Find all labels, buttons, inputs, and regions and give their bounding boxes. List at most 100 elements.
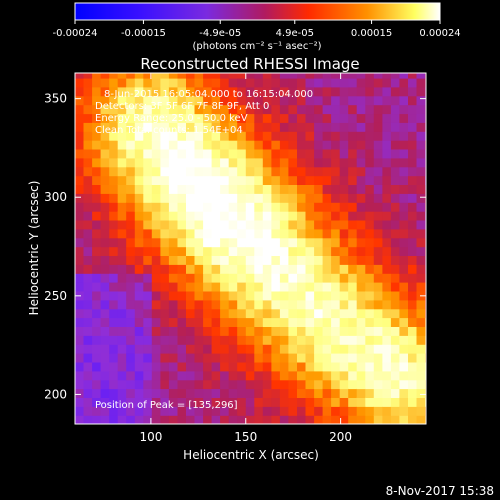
- heatmap-cell: [177, 219, 187, 230]
- colorbar-tick-label: -4.9e-05: [199, 28, 241, 39]
- heatmap-cell: [186, 379, 196, 390]
- heatmap-cell: [160, 95, 170, 106]
- heatmap-cell: [373, 273, 383, 283]
- heatmap-cell: [168, 290, 178, 301]
- heatmap-cell: [416, 211, 426, 221]
- heatmap-cell: [373, 148, 383, 159]
- heatmap-cell: [339, 361, 349, 372]
- heatmap-cell: [365, 73, 375, 79]
- heatmap-cell: [220, 326, 230, 336]
- heatmap-cell: [160, 140, 170, 150]
- heatmap-cell: [373, 299, 383, 310]
- heatmap-cell: [382, 246, 392, 256]
- heatmap-cell: [382, 166, 392, 177]
- heatmap-cell: [126, 175, 136, 185]
- heatmap-cell: [416, 264, 426, 274]
- heatmap-cell: [186, 140, 196, 150]
- heatmap-cell: [109, 273, 119, 283]
- heatmap-cell: [126, 290, 136, 301]
- heatmap-cell: [177, 264, 187, 274]
- heatmap-cell: [92, 122, 102, 132]
- colorbar-units-label: (photons cm⁻² s⁻¹ asec⁻²): [192, 41, 321, 52]
- heatmap-cell: [134, 282, 144, 292]
- heatmap-cell: [126, 361, 136, 372]
- heatmap-cell: [143, 148, 153, 159]
- heatmap-cell: [186, 255, 196, 265]
- heatmap-cell: [356, 148, 366, 159]
- heatmap-cell: [168, 131, 178, 141]
- heatmap-cell: [288, 397, 298, 407]
- heatmap-cell: [186, 202, 196, 212]
- heatmap-cell: [134, 290, 144, 301]
- heatmap-cell: [390, 113, 400, 123]
- heatmap-cell: [194, 122, 204, 132]
- heatmap-cell: [117, 361, 127, 372]
- heatmap-cell: [416, 299, 426, 310]
- heatmap-cell: [228, 157, 238, 168]
- heatmap-cell: [228, 388, 238, 398]
- heatmap-cell: [168, 77, 178, 88]
- heatmap-cell: [92, 308, 102, 319]
- heatmap-cell: [134, 237, 144, 248]
- heatmap-cell: [373, 228, 383, 239]
- heatmap-cell: [262, 193, 272, 203]
- heatmap-cell: [416, 344, 426, 354]
- heatmap-cell: [109, 104, 119, 115]
- heatmap-cell: [331, 77, 341, 88]
- heatmap-cell: [399, 290, 409, 301]
- heatmap-cell: [339, 193, 349, 203]
- heatmap-cell: [100, 397, 110, 407]
- heatmap-cell: [339, 140, 349, 150]
- heatmap-cell: [220, 299, 230, 310]
- heatmap-cell: [331, 282, 341, 292]
- heatmap-cell: [245, 361, 255, 372]
- heatmap-cell: [373, 317, 383, 327]
- heatmap-cell: [390, 122, 400, 132]
- heatmap-cell: [75, 388, 85, 398]
- heatmap-cell: [186, 237, 196, 248]
- heatmap-cell: [186, 415, 196, 424]
- heatmap-cell: [348, 148, 358, 159]
- heatmap-cell: [211, 140, 221, 150]
- heatmap-cell: [399, 335, 409, 345]
- heatmap-cell: [160, 397, 170, 407]
- heatmap-cell: [288, 379, 298, 390]
- heatmap-cell: [305, 148, 315, 159]
- heatmap-cell: [382, 157, 392, 168]
- heatmap-cell: [288, 86, 298, 97]
- heatmap-cell: [109, 166, 119, 177]
- heatmap-cell: [322, 95, 332, 106]
- heatmap-cell: [331, 95, 341, 106]
- heatmap-cell: [399, 202, 409, 212]
- heatmap-cell: [416, 166, 426, 177]
- heatmap-cell: [314, 344, 324, 354]
- heatmap-cell: [220, 193, 230, 203]
- heatmap-cell: [279, 308, 289, 319]
- heatmap-cell: [297, 184, 307, 194]
- heatmap-cell: [134, 353, 144, 363]
- heatmap-cell: [331, 406, 341, 416]
- heatmap-cell: [399, 264, 409, 274]
- heatmap-cell: [339, 264, 349, 274]
- heatmap-cell: [339, 406, 349, 416]
- heatmap-cell: [331, 193, 341, 203]
- heatmap-cell: [390, 361, 400, 372]
- heatmap-cell: [109, 148, 119, 159]
- heatmap-cell: [408, 193, 418, 203]
- heatmap-cell: [279, 317, 289, 327]
- heatmap-cell: [322, 175, 332, 185]
- heatmap-cell: [203, 193, 213, 203]
- heatmap-cell: [194, 388, 204, 398]
- heatmap-cell: [382, 148, 392, 159]
- heatmap-cell: [194, 157, 204, 168]
- heatmap-cell: [348, 282, 358, 292]
- heatmap-cell: [271, 157, 281, 168]
- heatmap-cell: [339, 95, 349, 106]
- heatmap-cell: [75, 95, 85, 106]
- heatmap-cell: [186, 388, 196, 398]
- heatmap-cell: [126, 317, 136, 327]
- heatmap-cell: [390, 237, 400, 248]
- heatmap-cell: [151, 73, 161, 79]
- heatmap-cell: [348, 326, 358, 336]
- heatmap-cell: [390, 104, 400, 115]
